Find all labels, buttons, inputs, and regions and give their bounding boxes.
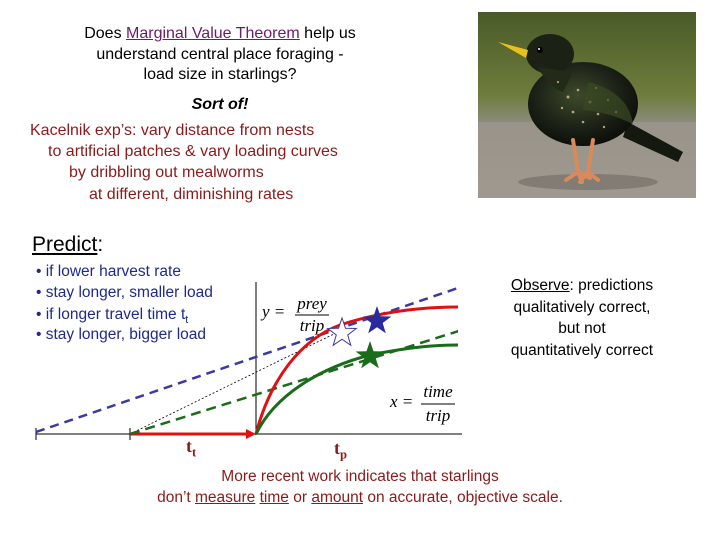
predict-label: Predict (32, 233, 98, 256)
title: Does Marginal Value Theorem help us unde… (20, 24, 420, 86)
observe-line-1: : predictions (569, 277, 654, 294)
bottom-time: time (259, 489, 289, 506)
bottom-or: or (288, 489, 312, 506)
green-star-icon (355, 341, 385, 369)
tt-subscript: t (192, 445, 197, 460)
bullet-4-text: stay longer, bigger load (45, 326, 207, 343)
observe-line-4: quantitatively correct (510, 341, 654, 359)
bottom-amount: amount (311, 489, 364, 506)
kacelnik-line-2: to artificial patches & vary loading cur… (48, 143, 338, 160)
title-text-post: help us (299, 25, 356, 42)
bottom-note: More recent work indicates that starling… (60, 466, 660, 508)
observe-line-3: but not (558, 320, 606, 337)
bullet-3-subscript: t (185, 314, 189, 327)
y-numerator: prey (297, 294, 327, 313)
title-line-3: load size in starlings? (143, 66, 297, 83)
observe-box: Observe: predictions qualitatively corre… (462, 275, 702, 361)
bullet-1-text: if lower harvest rate (45, 263, 181, 280)
kacelnik-line-4: at different, diminishing rates (89, 186, 294, 203)
bullet-2-text: stay longer, smaller load (45, 284, 213, 301)
patch-time-label: tp (334, 438, 347, 463)
title-text-pre: Does (84, 25, 127, 42)
y-var-label: y = (262, 302, 286, 321)
kacelnik-line-3: by dribbling out mealworms (69, 164, 264, 181)
blue-star-icon (362, 306, 392, 334)
bottom-measure: measure (195, 489, 256, 506)
travel-time-arrowhead (246, 429, 256, 439)
title-line-2: understand central place foraging - (96, 45, 344, 63)
x-denominator: trip (425, 406, 451, 425)
sort-of-text: Sort of! (191, 96, 249, 113)
hollow-star-icon (326, 316, 358, 347)
tt-letter: t (186, 436, 192, 456)
travel-time-label: tt (186, 436, 196, 461)
predict-heading: Predict: (32, 233, 103, 257)
predict-colon: : (97, 233, 104, 256)
kacelnik-line-1: Kacelnik exp’s: vary distance from nests (30, 122, 315, 139)
bottom-line-1: More recent work indicates that starling… (221, 468, 499, 485)
x-numerator: time (423, 382, 453, 401)
bullet-1: • if lower harvest rate (36, 263, 181, 280)
bullet-4: • stay longer, bigger load (36, 326, 207, 343)
bottom-post: on accurate, objective scale. (363, 489, 563, 506)
thin-tangent-line (129, 329, 343, 435)
tp-letter: t (334, 438, 340, 458)
observe-label: Observe (510, 277, 570, 294)
green-tangent-line (129, 328, 463, 436)
bullet-3-text: if longer travel time t (45, 306, 186, 323)
starling-photo (478, 12, 696, 198)
x-var-label: x = (390, 392, 414, 411)
observe-line-2: qualitatively correct, (513, 298, 651, 316)
bottom-pre: don’t (157, 489, 195, 506)
bullet-2: • stay longer, smaller load (36, 284, 213, 301)
y-denominator: trip (299, 316, 325, 335)
bullet-3: • if longer travel time tt (36, 306, 189, 327)
mvt-link[interactable]: Marginal Value Theorem (126, 25, 300, 42)
tp-subscript: p (340, 447, 348, 462)
